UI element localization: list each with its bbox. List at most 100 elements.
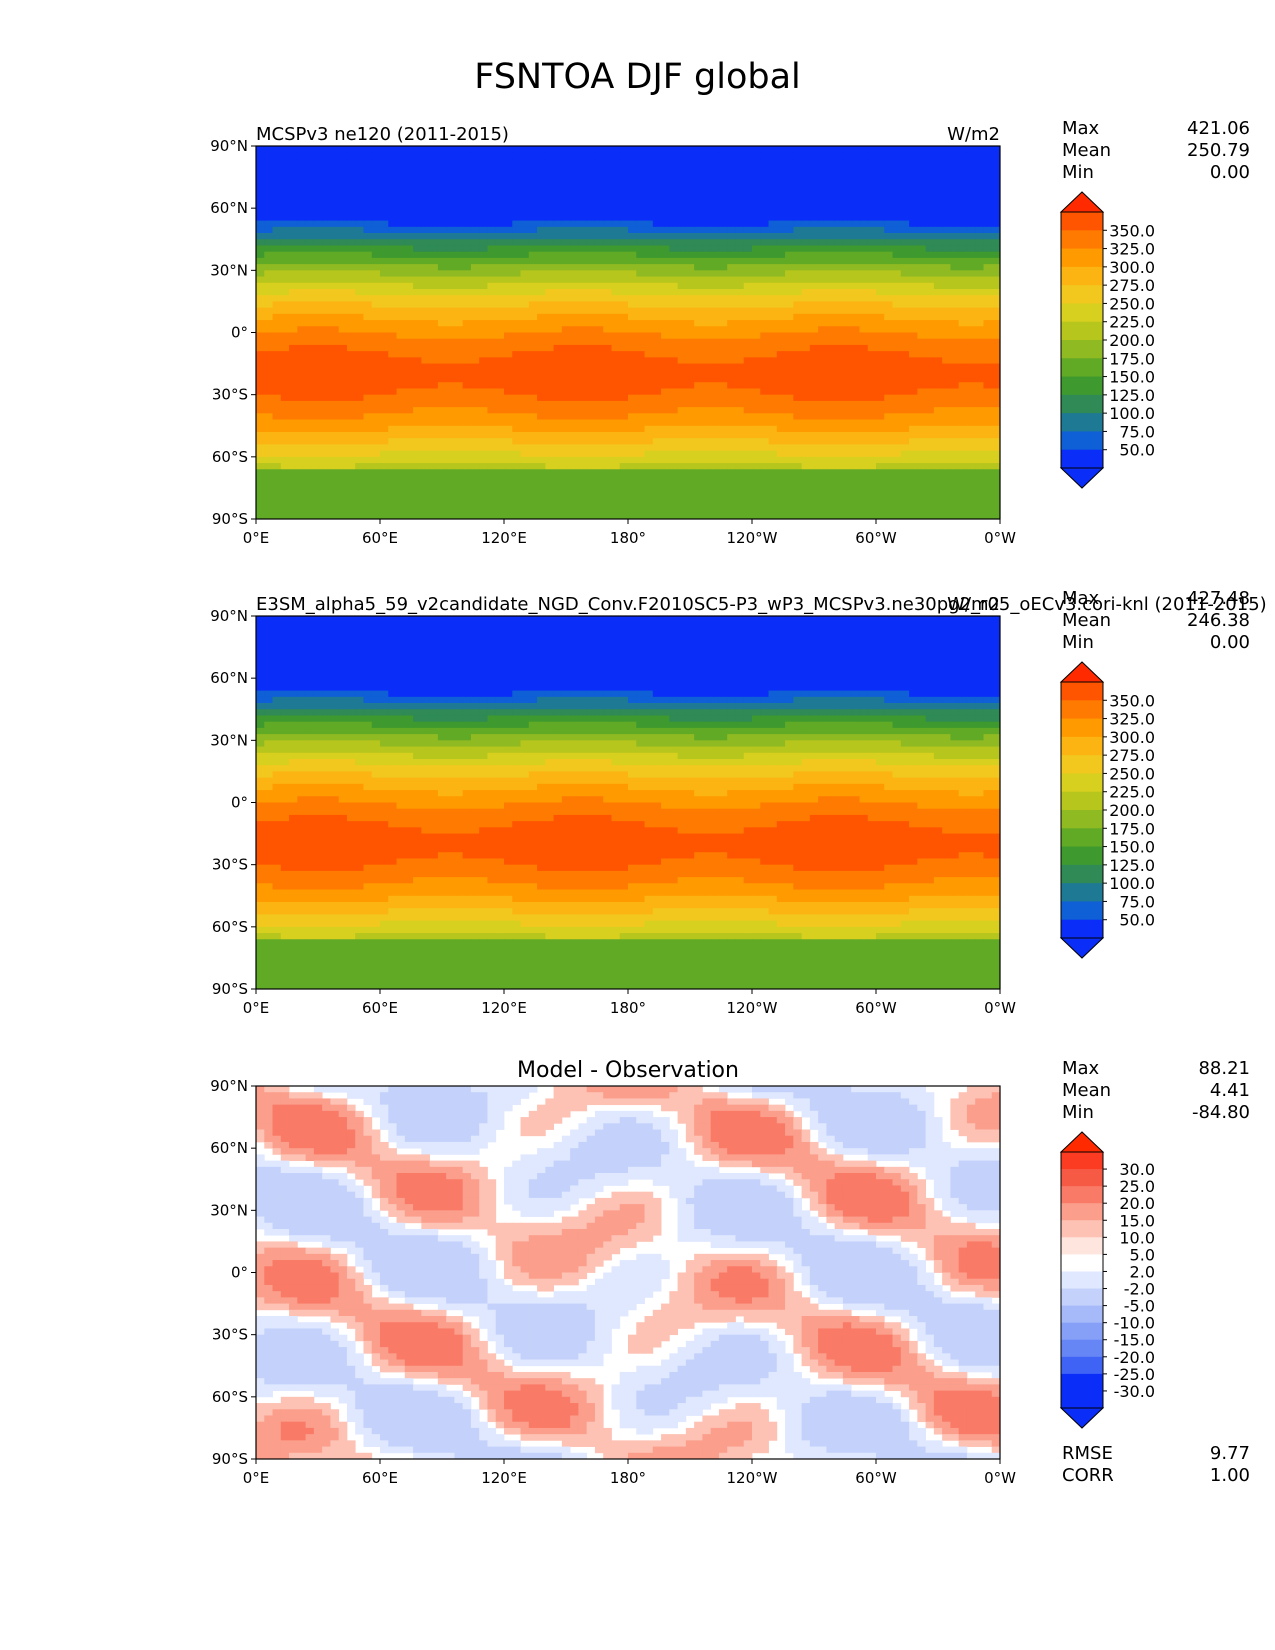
colorbar-tick-label: -20.0 bbox=[1114, 1348, 1155, 1367]
colorbar-tick-label: 275.0 bbox=[1109, 276, 1155, 295]
colorbar-segment bbox=[1061, 248, 1103, 268]
lon-tick-label: 60°W bbox=[855, 1469, 897, 1487]
colorbar-tick-label: 75.0 bbox=[1119, 892, 1155, 911]
colorbar-extend-min bbox=[1059, 467, 1105, 489]
stat-mean-value: 4.41 bbox=[1209, 1080, 1250, 1101]
stat-max-value: 427.48 bbox=[1187, 588, 1250, 609]
colorbar-segment bbox=[1061, 230, 1103, 250]
stat-rmse-value: 9.77 bbox=[1209, 1443, 1250, 1464]
colorbar-tick-label: 250.0 bbox=[1109, 294, 1155, 313]
stat-corr-value: 1.00 bbox=[1209, 1465, 1250, 1486]
colorbar-segment bbox=[1061, 1305, 1103, 1324]
colorbar-tick-label: -2.0 bbox=[1124, 1280, 1155, 1299]
lon-tick-label: 60°W bbox=[855, 529, 897, 547]
colorbar-segment bbox=[1061, 1254, 1103, 1272]
colorbar-tick-label: 50.0 bbox=[1119, 911, 1155, 930]
stat-mean-label: Mean bbox=[1062, 1080, 1112, 1101]
lon-tick-label: 180° bbox=[610, 529, 646, 547]
colorbar-segment bbox=[1061, 1271, 1103, 1290]
stat-rmse-label: RMSE bbox=[1062, 1443, 1113, 1464]
colorbar-segment bbox=[1061, 431, 1103, 451]
map-plot-difference: 90°N 60°N 30°N 0° 30°S 60°S 90°S0°E 60°E 120°E 18… bbox=[210, 1080, 1016, 1487]
colorbar-tick-label: 225.0 bbox=[1109, 783, 1155, 802]
stat-min-label: Min bbox=[1062, 1102, 1094, 1123]
colorbar-segment bbox=[1061, 755, 1103, 774]
panel-title-center: Model - Observation bbox=[517, 1058, 739, 1083]
stat-corr-label: CORR bbox=[1062, 1465, 1114, 1486]
stat-min-value: 0.00 bbox=[1209, 162, 1250, 183]
lat-tick-label: 30°S bbox=[212, 856, 248, 874]
colorbar-segment bbox=[1061, 1288, 1103, 1307]
lon-tick-label: 180° bbox=[610, 999, 646, 1017]
colorbar-tick-label: 275.0 bbox=[1109, 746, 1155, 765]
colorbar-difference: 30.025.020.015.010.05.02.0-2.0-5.0-10.0-… bbox=[1059, 1131, 1155, 1429]
stat-min-label: Min bbox=[1062, 632, 1094, 653]
colorbar-reference: 350.0325.0300.0275.0250.0225.0200.0175.0… bbox=[1059, 661, 1155, 959]
colorbar-tick-label: 225.0 bbox=[1109, 313, 1155, 332]
lon-tick-label: 0°E bbox=[243, 1469, 270, 1487]
lon-tick-label: 120°E bbox=[481, 529, 527, 547]
lat-tick-label: 30°N bbox=[210, 261, 248, 279]
lon-tick-label: 60°E bbox=[362, 999, 398, 1017]
lat-tick-label: 30°S bbox=[212, 1326, 248, 1344]
lat-tick-label: 60°S bbox=[212, 918, 248, 936]
panel-units: W/m2 bbox=[947, 124, 1000, 145]
lon-tick-label: 0°E bbox=[243, 999, 270, 1017]
lat-tick-label: 0° bbox=[231, 324, 248, 342]
lat-tick-label: 60°N bbox=[210, 199, 248, 217]
colorbar-tick-label: 2.0 bbox=[1130, 1262, 1155, 1281]
lat-tick-label: 0° bbox=[231, 794, 248, 812]
colorbar-tick-label: 175.0 bbox=[1109, 819, 1155, 838]
lon-tick-label: 60°W bbox=[855, 999, 897, 1017]
colorbar-segment bbox=[1061, 394, 1103, 414]
colorbar-tick-label: 300.0 bbox=[1109, 258, 1155, 277]
colorbar-tick-label: 100.0 bbox=[1109, 874, 1155, 893]
stat-mean-label: Mean bbox=[1062, 610, 1112, 631]
lon-tick-label: 60°E bbox=[362, 529, 398, 547]
colorbar-segment bbox=[1061, 1169, 1103, 1187]
colorbar-segment bbox=[1061, 321, 1103, 341]
colorbar-tick-label: 25.0 bbox=[1119, 1177, 1155, 1196]
colorbar-segment bbox=[1061, 700, 1103, 720]
colorbar-tick-label: 100.0 bbox=[1109, 404, 1155, 423]
colorbar-tick-label: -5.0 bbox=[1124, 1297, 1155, 1316]
stat-min-label: Min bbox=[1062, 162, 1094, 183]
lat-tick-label: 30°N bbox=[210, 731, 248, 749]
colorbar-segment bbox=[1061, 1220, 1103, 1238]
stat-mean-value: 250.79 bbox=[1187, 140, 1250, 161]
colorbar-tick-label: 325.0 bbox=[1109, 240, 1155, 259]
lat-tick-label: 60°N bbox=[210, 1139, 248, 1157]
colorbar-tick-label: -15.0 bbox=[1114, 1331, 1155, 1350]
lon-tick-label: 0°W bbox=[984, 1469, 1016, 1487]
lon-tick-label: 180° bbox=[610, 1469, 646, 1487]
lat-tick-label: 90°N bbox=[210, 610, 248, 625]
colorbar-tick-label: 250.0 bbox=[1109, 764, 1155, 783]
lat-tick-label: 60°N bbox=[210, 669, 248, 687]
stat-min-value: -84.80 bbox=[1191, 1102, 1250, 1123]
colorbar-segment bbox=[1061, 212, 1103, 231]
colorbar-tick-label: 15.0 bbox=[1119, 1211, 1155, 1230]
lon-tick-label: 60°E bbox=[362, 1469, 398, 1487]
lon-tick-label: 120°W bbox=[727, 529, 778, 547]
lon-tick-label: 0°E bbox=[243, 529, 270, 547]
colorbar-tick-label: 10.0 bbox=[1119, 1228, 1155, 1247]
colorbar-segment bbox=[1061, 285, 1103, 304]
lat-tick-label: 90°N bbox=[210, 1080, 248, 1095]
colorbar-segment bbox=[1061, 810, 1103, 829]
colorbar-tick-label: 200.0 bbox=[1109, 331, 1155, 350]
colorbar-segment bbox=[1061, 266, 1103, 286]
colorbar-extend-min bbox=[1059, 937, 1105, 959]
lat-tick-label: 90°S bbox=[212, 1450, 248, 1468]
colorbar-segment bbox=[1061, 1237, 1103, 1255]
colorbar-segment bbox=[1061, 1203, 1103, 1221]
lon-tick-label: 120°W bbox=[727, 1469, 778, 1487]
colorbar-tick-label: 125.0 bbox=[1109, 856, 1155, 875]
colorbar-segment bbox=[1061, 718, 1103, 738]
colorbar-tick-label: 75.0 bbox=[1119, 422, 1155, 441]
lat-tick-label: 30°S bbox=[212, 386, 248, 404]
panel-title-left: E3SM_alpha5_59_v2candidate_NGD_Conv.F201… bbox=[256, 594, 1267, 615]
colorbar-test: 350.0325.0300.0275.0250.0225.0200.0175.0… bbox=[1059, 191, 1155, 489]
colorbar-segment bbox=[1061, 340, 1103, 359]
colorbar-tick-label: -10.0 bbox=[1114, 1314, 1155, 1333]
colorbar-segment bbox=[1061, 1356, 1103, 1375]
